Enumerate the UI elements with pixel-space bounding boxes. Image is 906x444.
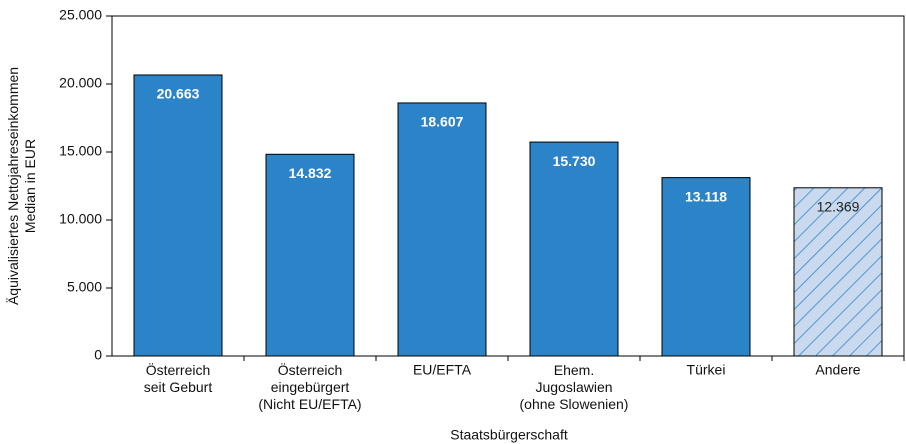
bar	[397, 102, 487, 357]
value-label: 20.663	[157, 86, 200, 102]
x-tick-label: Österreich seit Geburt	[144, 361, 213, 395]
value-label: 13.118	[685, 188, 727, 204]
y-tick-label: 5.000	[67, 279, 102, 295]
x-axis-title: Staatsbürgerschaft	[450, 427, 568, 443]
bar	[529, 141, 619, 357]
x-tick-label: Andere	[815, 362, 860, 378]
plot-frame	[111, 15, 905, 357]
y-tick-label: 0	[94, 347, 102, 363]
bar	[133, 74, 223, 357]
y-tick-label: 20.000	[59, 75, 102, 91]
x-tick-label: Ehem. Jugoslawien (ohne Slowenien)	[520, 362, 629, 412]
bar	[661, 177, 751, 357]
bar	[793, 187, 883, 357]
value-label: 14.832	[289, 165, 332, 181]
value-label: 12.369	[817, 198, 860, 214]
y-tick-label: 15.000	[59, 143, 102, 159]
value-label: 15.730	[553, 153, 596, 169]
x-tick-label: Österreich eingebürgert (Nicht EU/EFTA)	[258, 361, 361, 412]
bar	[265, 153, 355, 357]
x-tick-label: EU/EFTA	[413, 362, 472, 378]
y-tick-label: 10.000	[59, 211, 102, 227]
x-tick-label: Türkei	[687, 362, 726, 378]
y-tick-label: 25.000	[59, 7, 102, 23]
value-label: 18.607	[421, 114, 464, 130]
y-axis-title: Äquivalisiertes NettojahreseinkommenMedi…	[5, 67, 38, 305]
